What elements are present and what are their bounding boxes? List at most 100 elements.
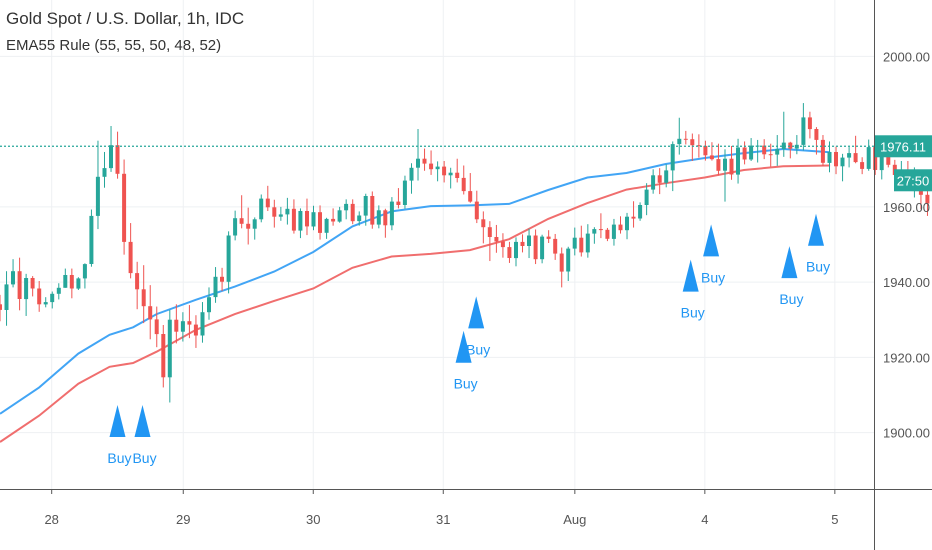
candle-body bbox=[200, 312, 205, 336]
candle-body bbox=[350, 203, 355, 222]
candle-body bbox=[801, 117, 806, 145]
candle-body bbox=[63, 275, 68, 288]
buy-signal-label: Buy bbox=[132, 450, 156, 466]
candle-body bbox=[0, 304, 2, 310]
candle-body bbox=[17, 271, 22, 299]
candle-body bbox=[677, 138, 682, 145]
time-tick-label: Aug bbox=[563, 512, 586, 527]
candle-body bbox=[448, 172, 453, 176]
candle-body bbox=[389, 201, 394, 226]
candle-body bbox=[527, 235, 531, 246]
symbol-title[interactable]: Gold Spot / U.S. Dollar, 1h, IDC bbox=[6, 9, 245, 28]
candle-body bbox=[122, 173, 127, 242]
candle-body bbox=[344, 203, 349, 211]
buy-signal-label: Buy bbox=[681, 305, 705, 321]
candle-body bbox=[670, 144, 675, 171]
countdown-label: 27:50 bbox=[897, 173, 930, 188]
candle-body bbox=[762, 145, 767, 155]
candle-body bbox=[135, 273, 140, 290]
buy-signal-label: Buy bbox=[806, 259, 830, 275]
candle-body bbox=[696, 145, 701, 147]
candle-body bbox=[566, 248, 571, 272]
candle-body bbox=[873, 147, 878, 170]
candle-body bbox=[834, 152, 838, 167]
time-tick-label: 31 bbox=[436, 512, 450, 527]
candle-body bbox=[657, 175, 662, 183]
candle-body bbox=[690, 139, 695, 146]
candle-body bbox=[76, 278, 81, 289]
candle-body bbox=[402, 180, 407, 205]
candle-body bbox=[631, 216, 636, 219]
candle-body bbox=[298, 211, 303, 231]
candle-body bbox=[246, 223, 251, 229]
time-tick-label: 4 bbox=[701, 512, 708, 527]
price-tick-label: 2000.00 bbox=[883, 49, 930, 64]
chart-legend: Gold Spot / U.S. Dollar, 1h, IDC EMA55 R… bbox=[6, 8, 244, 57]
candle-body bbox=[429, 163, 434, 170]
candle-body bbox=[788, 142, 793, 149]
candle-body bbox=[109, 145, 113, 169]
candle-body bbox=[291, 208, 296, 231]
candle-body bbox=[487, 227, 492, 237]
candle-body bbox=[30, 278, 35, 289]
candle-body bbox=[651, 175, 656, 190]
buy-signal-arrow bbox=[468, 296, 485, 329]
candle-body bbox=[278, 214, 283, 217]
candle-body bbox=[442, 166, 447, 176]
buy-signal-arrow bbox=[134, 405, 151, 437]
candle-body bbox=[866, 147, 871, 169]
candle-body bbox=[468, 191, 473, 202]
candle-body bbox=[207, 297, 211, 313]
candle-body bbox=[729, 158, 734, 175]
candle-body bbox=[56, 287, 61, 294]
candle-body bbox=[638, 205, 643, 219]
candle-body bbox=[357, 215, 362, 222]
candle-body bbox=[664, 170, 669, 183]
candle-body bbox=[148, 306, 153, 320]
buy-signal-label: Buy bbox=[107, 450, 131, 466]
candle-body bbox=[50, 293, 55, 303]
candle-body bbox=[481, 219, 486, 228]
candle-body bbox=[807, 117, 812, 130]
candle-body bbox=[259, 198, 264, 220]
price-tick-label: 1920.00 bbox=[883, 350, 930, 365]
candle-body bbox=[128, 241, 133, 274]
price-tick-label: 1960.00 bbox=[883, 200, 930, 215]
ema_slow-line bbox=[0, 164, 831, 443]
candle-body bbox=[174, 319, 179, 332]
indicator-title[interactable]: EMA55 Rule (55, 55, 50, 48, 52) bbox=[6, 37, 222, 54]
candle-body bbox=[598, 229, 603, 231]
buy-signal-arrow bbox=[455, 330, 472, 363]
candle-body bbox=[318, 212, 322, 233]
buy-signal-label: Buy bbox=[701, 269, 725, 285]
current-price-badge bbox=[874, 135, 932, 158]
buy-signal-arrow bbox=[703, 224, 720, 257]
candle-body bbox=[879, 155, 884, 171]
candle-body bbox=[494, 237, 499, 242]
candle-body bbox=[193, 324, 198, 336]
time-tick-label: 28 bbox=[44, 512, 58, 527]
candle-body bbox=[840, 157, 845, 167]
candle-body bbox=[370, 196, 375, 225]
candle-body bbox=[592, 229, 597, 234]
candle-body bbox=[553, 238, 558, 254]
candle-body bbox=[102, 168, 107, 177]
buy-signal-arrow bbox=[682, 259, 699, 292]
candle-body bbox=[723, 158, 727, 171]
candle-body bbox=[24, 278, 29, 300]
candle-body bbox=[115, 145, 120, 174]
price-tick-label: 1940.00 bbox=[883, 275, 930, 290]
candle-body bbox=[775, 149, 780, 155]
candle-body bbox=[396, 201, 401, 205]
candle-body bbox=[422, 158, 427, 164]
candle-body bbox=[768, 154, 773, 156]
candle-body bbox=[167, 319, 172, 378]
candle-body bbox=[579, 237, 584, 253]
candle-body bbox=[709, 155, 714, 160]
candle-body bbox=[4, 284, 9, 310]
candle-body bbox=[311, 212, 316, 227]
candle-body bbox=[337, 210, 342, 222]
candle-body bbox=[611, 224, 616, 239]
candle-body bbox=[559, 253, 564, 272]
